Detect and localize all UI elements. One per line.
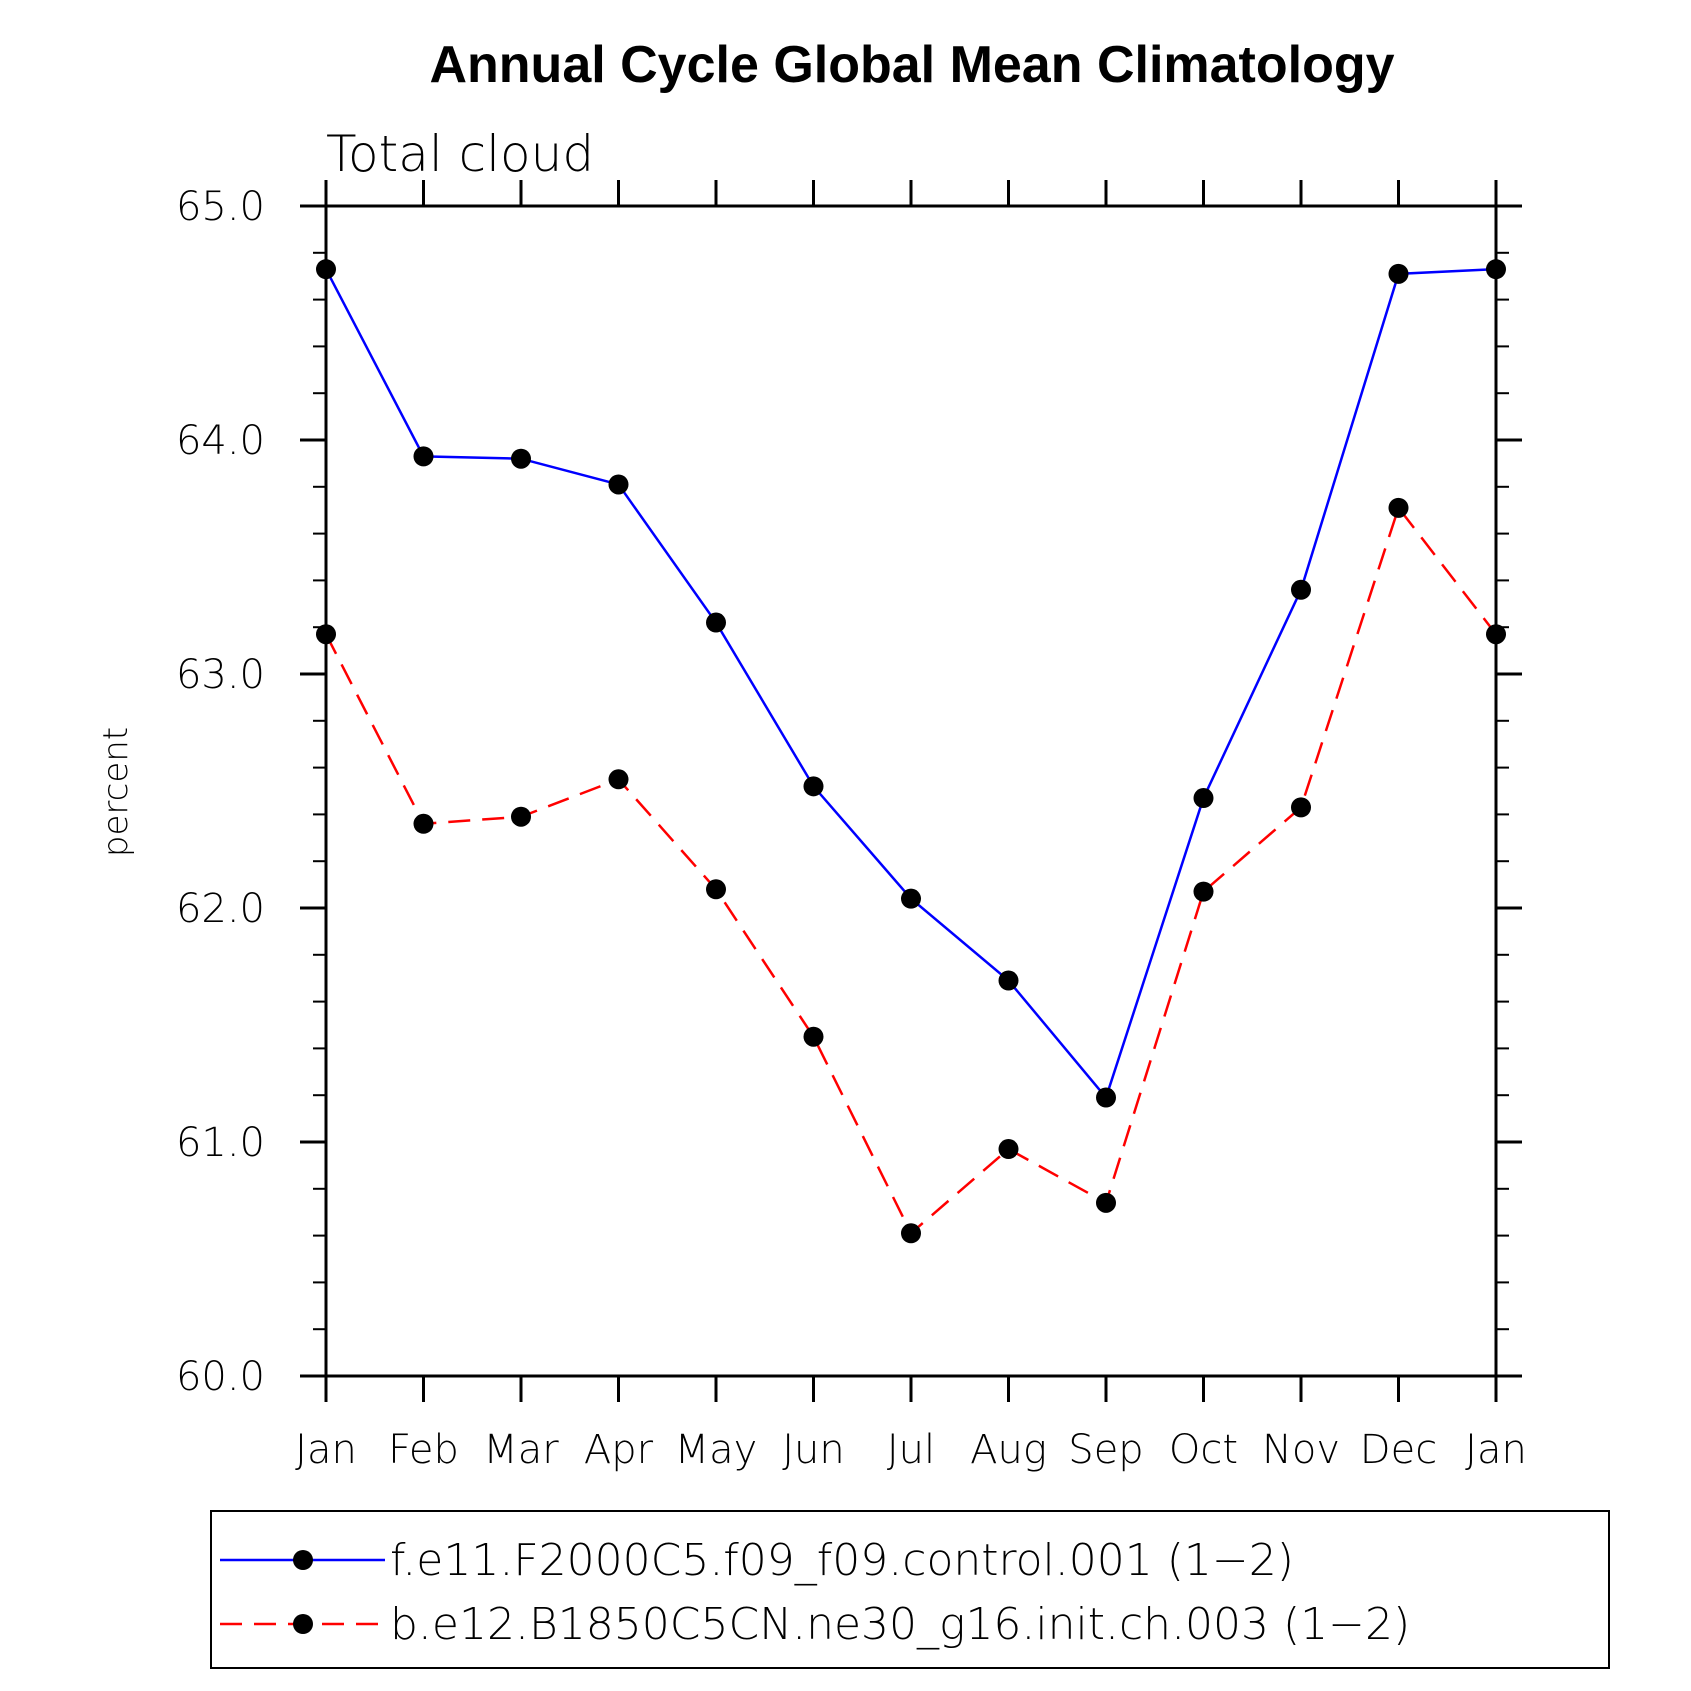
y-tick-label: 60.0: [176, 1354, 265, 1400]
series-line: [324, 267, 1497, 1101]
legend-marker: [293, 1550, 313, 1570]
x-tick-label: Apr: [584, 1427, 654, 1473]
x-tick-label: May: [675, 1427, 758, 1473]
data-point: [1388, 497, 1409, 518]
data-point: [1096, 1192, 1116, 1213]
y-tick-label: 64.0: [176, 418, 265, 464]
series-layer: [316, 259, 1506, 1244]
data-point: [1388, 263, 1409, 284]
legend-label: f.e11.F2000C5.f09_f09.control.001 (1−2): [390, 1535, 1294, 1586]
y-tick-label: 63.0: [176, 652, 265, 698]
data-point: [316, 624, 336, 645]
data-point: [1291, 579, 1311, 600]
x-tick-label: Feb: [388, 1427, 459, 1473]
data-point: [901, 888, 921, 909]
data-point: [413, 446, 434, 467]
chart-subtitle: Total cloud: [326, 125, 594, 183]
series-1: [316, 259, 1506, 1108]
data-point: [511, 448, 531, 469]
x-tick-label: Oct: [1169, 1427, 1238, 1473]
x-tick-label: Jun: [782, 1427, 845, 1473]
data-point: [803, 776, 824, 797]
y-tick-labels: 60.0 61.0 62.0 63.0 64.0 65.0: [176, 184, 265, 1400]
x-tick-label: Sep: [1068, 1427, 1143, 1473]
data-point: [1486, 259, 1506, 280]
y-tick-label: 65.0: [176, 184, 265, 230]
x-tick-label: Jan: [295, 1427, 357, 1473]
legend-label: b.e12.B1850C5CN.ne30_g16.init.ch.003 (1−…: [390, 1599, 1410, 1650]
data-point: [1193, 788, 1214, 809]
data-point: [413, 813, 434, 834]
series-2: [316, 497, 1506, 1244]
legend: f.e11.F2000C5.f09_f09.control.001 (1−2) b…: [210, 1510, 1610, 1669]
chart-title: Annual Cycle Global Mean Climatology: [429, 36, 1394, 94]
data-point: [998, 970, 1019, 991]
data-point: [998, 1139, 1019, 1160]
x-tick-label: Nov: [1262, 1427, 1340, 1473]
x-tick-label: Dec: [1360, 1427, 1437, 1473]
data-point: [1486, 624, 1506, 645]
data-point: [1291, 797, 1311, 818]
y-axis-label: percent: [96, 727, 136, 857]
series-line: [324, 505, 1497, 1236]
x-tick-label: Mar: [483, 1427, 559, 1473]
axis-ticks: [300, 180, 1522, 1402]
x-tick-label: Aug: [970, 1427, 1047, 1473]
legend-item: b.e12.B1850C5CN.ne30_g16.init.ch.003 (1−…: [220, 1599, 1410, 1650]
legend-marker: [293, 1614, 313, 1634]
data-point: [706, 879, 726, 900]
data-point: [901, 1223, 921, 1244]
data-point: [511, 806, 531, 827]
data-point: [608, 769, 629, 790]
x-tick-labels: Jan Feb Mar Apr May Jun Jul Aug Sep Oct Nov Dec Jan: [295, 1427, 1527, 1473]
data-point: [706, 612, 726, 633]
x-tick-label: Jan: [1465, 1427, 1527, 1473]
data-point: [608, 474, 629, 495]
legend-item: f.e11.F2000C5.f09_f09.control.001 (1−2): [220, 1535, 1294, 1586]
data-point: [316, 259, 336, 280]
data-point: [1193, 881, 1214, 902]
data-point: [1096, 1087, 1116, 1108]
x-tick-label: Jul: [887, 1427, 935, 1473]
y-tick-label: 62.0: [176, 886, 265, 932]
plot-frame: [324, 204, 1498, 1378]
data-point: [803, 1026, 824, 1047]
legend-box: [210, 1510, 1610, 1669]
y-tick-label: 61.0: [176, 1120, 265, 1166]
